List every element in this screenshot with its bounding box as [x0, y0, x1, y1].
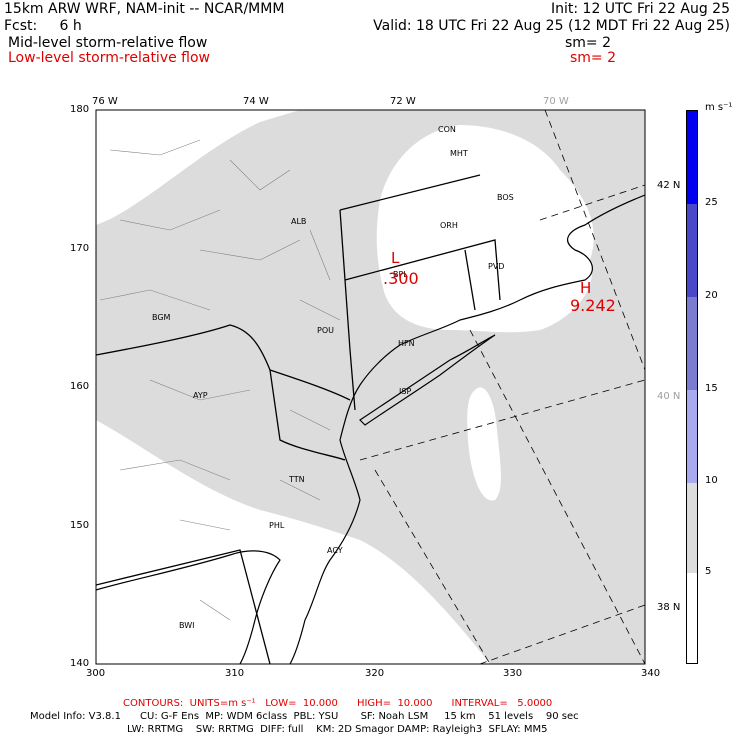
colorbar-label: 5	[705, 566, 712, 577]
plot-frame	[95, 109, 646, 665]
station-label: CON	[438, 125, 456, 134]
colorbar-units: m s⁻¹	[705, 102, 733, 113]
contour-info: CONTOURS: UNITS=m s⁻¹ LOW= 10.000 HIGH= …	[123, 698, 553, 709]
forecast-hour: Fcst: 6 h	[4, 18, 82, 34]
colorbar-segment	[687, 573, 697, 663]
station-label: AYP	[193, 391, 208, 400]
station-label: ORH	[440, 221, 458, 230]
y-tick-label: 150	[70, 520, 90, 531]
x-tick-label: 330	[503, 668, 523, 679]
longitude-label: 72 W	[390, 96, 416, 107]
longitude-label: 74 W	[243, 96, 269, 107]
station-label: BPL	[393, 270, 408, 279]
colorbar	[686, 110, 698, 664]
latitude-label: 38 N	[657, 602, 681, 613]
graticule	[359, 110, 645, 664]
high-value: 9.242	[570, 296, 616, 315]
colorbar-segment	[687, 390, 697, 483]
station-label: ACY	[327, 546, 343, 555]
colorbar-segment	[687, 204, 697, 297]
longitude-label: 70 W	[543, 96, 569, 107]
model-info-line1: Model Info: V3.8.1 CU: G-F Ens MP: WDM 6…	[30, 711, 579, 722]
x-tick-label: 300	[86, 668, 106, 679]
colorbar-label: 15	[705, 383, 718, 394]
longitude-label: 76 W	[92, 96, 118, 107]
y-tick-label: 140	[70, 658, 90, 669]
field1-label: Mid-level storm-relative flow	[8, 35, 208, 51]
county-borders	[99, 139, 341, 621]
station-label: ALB	[291, 217, 307, 226]
y-tick-label: 180	[70, 104, 90, 115]
y-tick-label: 160	[70, 381, 90, 392]
station-label: BGM	[152, 313, 171, 322]
model-info-line2: LW: RRTMG SW: RRTMG DIFF: full KM: 2D Sm…	[127, 724, 548, 735]
low-marker: L	[391, 249, 400, 267]
station-label: POU	[317, 326, 334, 335]
colorbar-label: 20	[705, 290, 718, 301]
x-tick-label: 310	[225, 668, 245, 679]
valid-time: Valid: 18 UTC Fri 22 Aug 25 (12 MDT Fri …	[373, 18, 730, 34]
x-tick-label: 320	[365, 668, 385, 679]
state-borders	[96, 174, 501, 664]
station-label: PHL	[269, 521, 285, 530]
colorbar-segment	[687, 483, 697, 573]
field2-label: Low-level storm-relative flow	[8, 50, 211, 66]
latitude-label: 40 N	[657, 391, 681, 402]
y-tick-label: 170	[70, 243, 90, 254]
high-marker: H	[580, 279, 592, 297]
station-label: BOS	[497, 193, 514, 202]
station-label: PVD	[488, 262, 505, 271]
colorbar-label: 25	[705, 197, 718, 208]
station-label: TTN	[289, 475, 305, 484]
model-title: 15km ARW WRF, NAM-init -- NCAR/MMM	[4, 1, 285, 17]
latitude-label: 42 N	[657, 180, 681, 191]
colorbar-segment	[687, 297, 697, 390]
station-label: ISP	[399, 387, 412, 396]
init-time: Init: 12 UTC Fri 22 Aug 25	[550, 1, 730, 17]
colorbar-label: 10	[705, 475, 718, 486]
colorbar-segment	[687, 111, 697, 204]
low-value: .300	[383, 269, 419, 288]
station-label: BWI	[179, 621, 195, 630]
field1-smoothing: sm= 2	[565, 35, 612, 51]
station-label: HFN	[398, 339, 415, 348]
shaded-wind-field	[96, 110, 645, 664]
field2-smoothing: sm= 2	[570, 50, 617, 66]
x-tick-label: 340	[641, 668, 661, 679]
station-label: MHT	[450, 149, 468, 158]
coastline	[96, 194, 645, 664]
